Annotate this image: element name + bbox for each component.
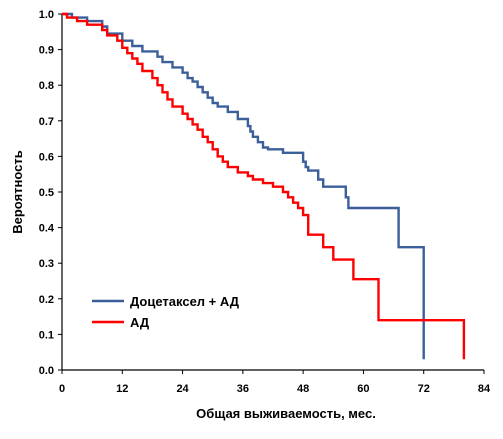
x-ticks: 0 12 24 36 48 60 72 84 <box>59 370 491 395</box>
y-tick-label: 0.2 <box>39 294 54 306</box>
x-tick-label: 36 <box>237 383 249 395</box>
legend-label-ad: АД <box>130 315 150 330</box>
y-tick-label: 0.9 <box>39 45 54 57</box>
y-tick-label: 0.4 <box>39 223 55 235</box>
y-axis-title: Вероятность <box>10 150 25 234</box>
y-tick-label: 0.3 <box>39 258 54 270</box>
y-tick-label: 0.7 <box>39 116 54 128</box>
x-tick-label: 60 <box>357 383 369 395</box>
x-axis-title: Общая выживаемость, мес. <box>196 406 376 421</box>
y-tick-label: 1.0 <box>39 9 54 21</box>
y-tick-label: 0.0 <box>39 365 54 377</box>
y-tick-label: 0.8 <box>39 80 54 92</box>
x-tick-label: 48 <box>297 383 309 395</box>
axes <box>62 14 484 370</box>
legend: Доцетаксел + АД АД <box>92 294 240 330</box>
y-ticks: 0.0 0.1 0.2 0.3 0.4 0.5 0.6 0.7 0.8 0.9 1.0 <box>39 9 62 377</box>
x-tick-label: 12 <box>116 383 128 395</box>
y-tick-label: 0.6 <box>39 151 54 163</box>
x-tick-label: 72 <box>418 383 430 395</box>
x-tick-label: 0 <box>59 383 65 395</box>
x-tick-label: 84 <box>478 383 491 395</box>
series-line-0 <box>62 14 424 359</box>
series-line-1 <box>62 14 464 359</box>
x-tick-label: 24 <box>176 383 189 395</box>
y-tick-label: 0.5 <box>39 187 54 199</box>
series-layer <box>62 14 464 359</box>
legend-label-docetaxel: Доцетаксел + АД <box>130 294 240 309</box>
y-tick-label: 0.1 <box>39 329 54 341</box>
